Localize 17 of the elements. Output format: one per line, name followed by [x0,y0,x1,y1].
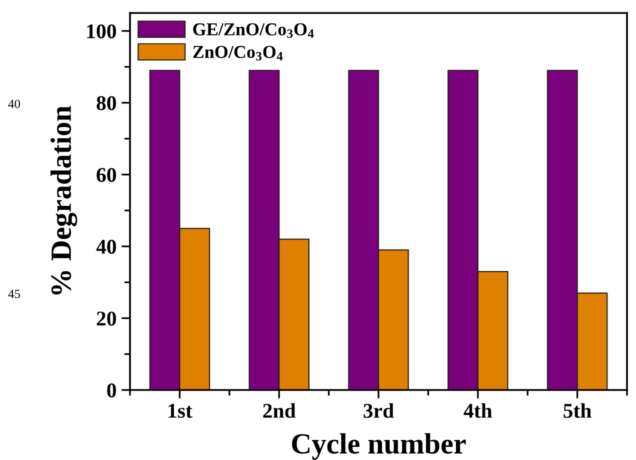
x-tick-label: 4th [464,403,492,418]
y-tick-label: 60 [96,168,116,182]
x-tick-label: 3rd [364,403,394,418]
x-tick-label: 2nd [263,403,296,418]
y-axis-title: % Degradation [50,106,78,295]
y-tick-label: 80 [96,96,116,110]
legend-label: GE/ZnO/Co$_{3}$O$_{4}$ [193,23,314,38]
text: 40 [8,100,20,108]
text: 45 [8,290,20,298]
x-axis-title: Cycle number [292,433,466,460]
x-tick-label: 1st [168,404,192,418]
y-tick-label: 20 [96,312,116,326]
x-tick-label: 5th [564,403,592,418]
y-tick-label: 100 [87,24,116,38]
y-tick-label: 0 [107,383,116,398]
y-tick-label: 40 [96,240,116,254]
legend-label: ZnO/Co$_{3}$O$_{4}$ [193,46,283,60]
